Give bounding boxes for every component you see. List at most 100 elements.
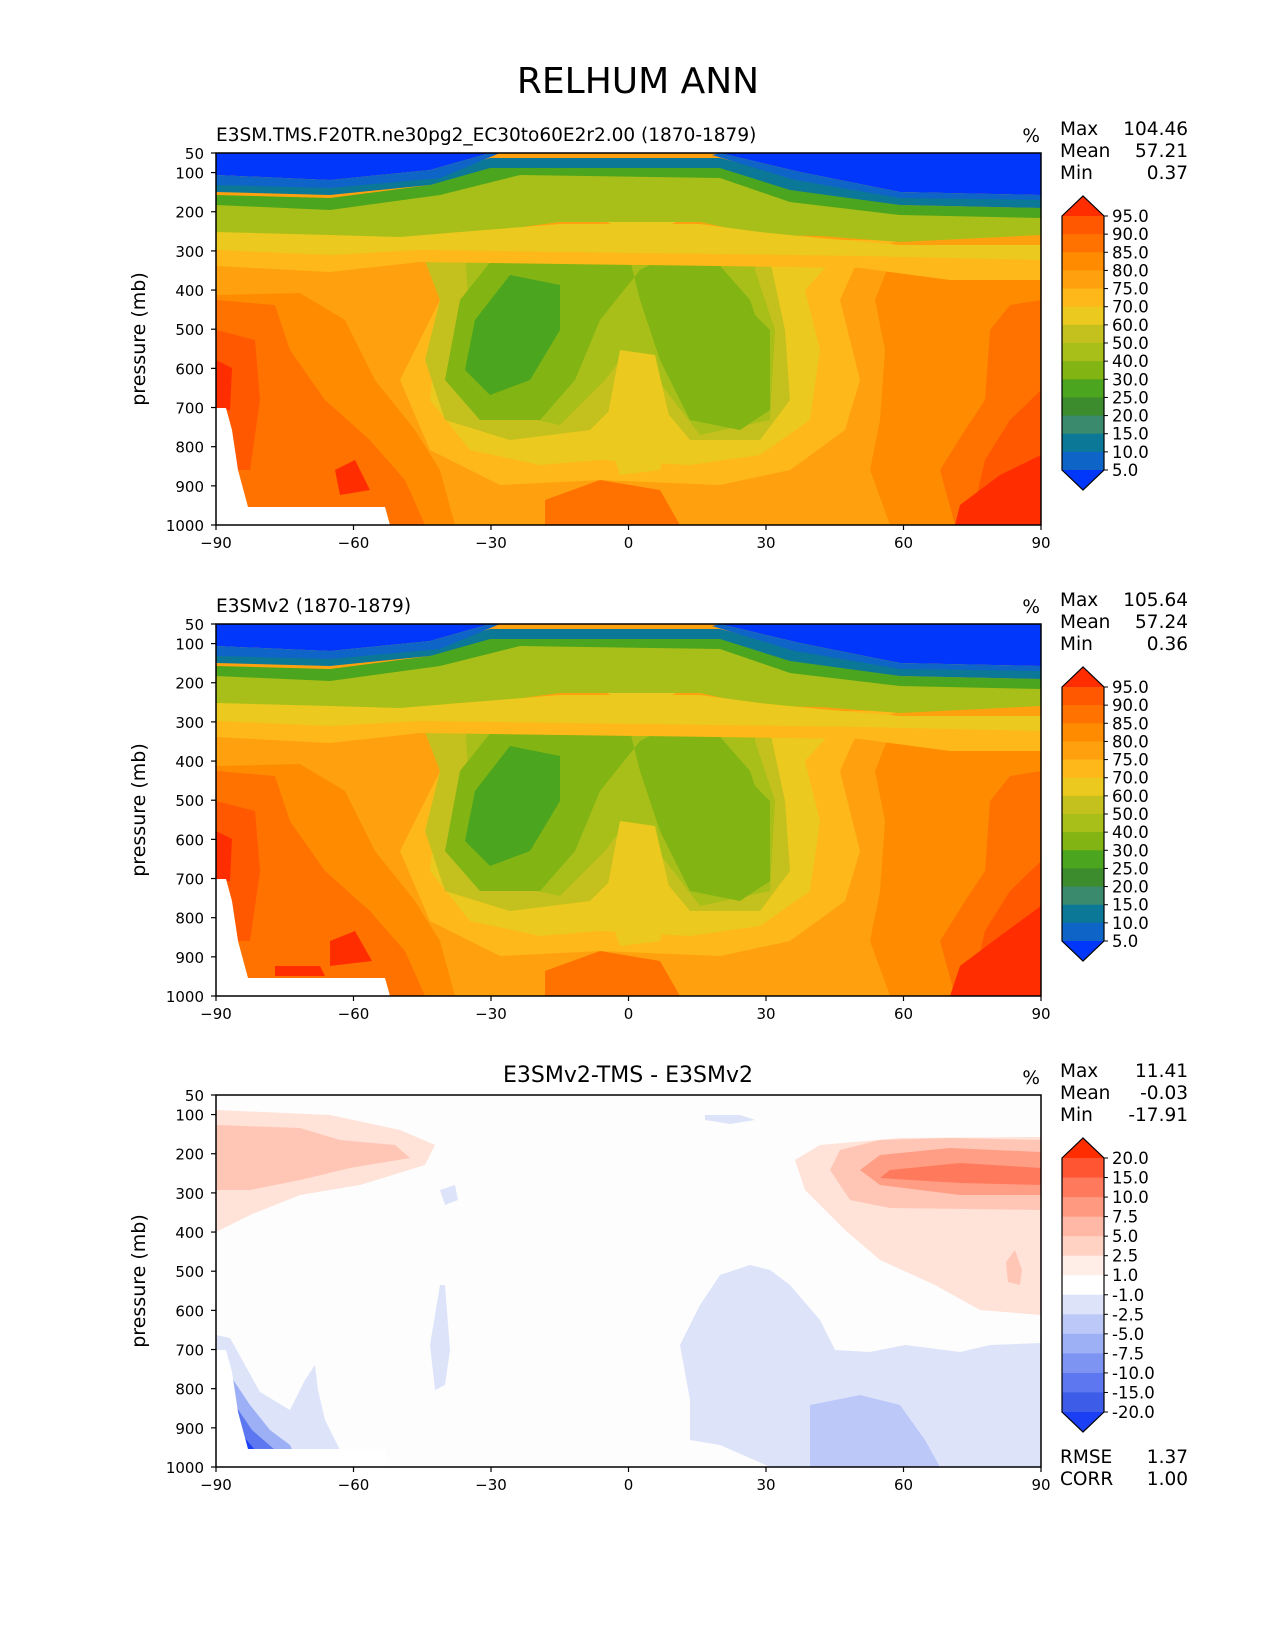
fill-band-10 bbox=[216, 153, 500, 188]
colorbar-swatch bbox=[1062, 904, 1104, 924]
colorbar-level-label: 85.0 bbox=[1112, 243, 1149, 262]
colorbar-swatch bbox=[1062, 343, 1104, 362]
fill-band-40 bbox=[216, 165, 1041, 242]
y-tick-label: 200 bbox=[175, 675, 204, 693]
stat-mean-value: 57.21 bbox=[1135, 141, 1188, 162]
colorbar: 20.015.010.07.55.02.51.0-1.0-2.5-5.0-7.5… bbox=[1061, 1137, 1155, 1433]
colorbar-level-label: 20.0 bbox=[1112, 407, 1149, 426]
colorbar-swatch bbox=[1062, 777, 1104, 797]
stat-max-value: 105.64 bbox=[1123, 590, 1188, 611]
fill-band-5 bbox=[1006, 1250, 1022, 1285]
colorbar-level-label: 7.5 bbox=[1112, 1208, 1138, 1227]
fill-band-30 bbox=[685, 255, 770, 400]
stat-corr-value: 1.00 bbox=[1147, 1469, 1188, 1490]
colorbar-swatch bbox=[1062, 451, 1104, 471]
stat-rmse-value: 1.37 bbox=[1147, 1447, 1188, 1468]
y-tick-label: 50 bbox=[185, 1087, 204, 1105]
y-tick-label: 700 bbox=[175, 400, 204, 418]
y-tick-label: 300 bbox=[175, 243, 204, 261]
y-tick-label: 100 bbox=[175, 636, 204, 654]
colorbar-swatch bbox=[1062, 795, 1104, 815]
y-tick-label: 200 bbox=[175, 204, 204, 222]
colorbar-extend-min bbox=[1062, 470, 1104, 490]
colorbar-swatch bbox=[1062, 379, 1104, 398]
stat-min-label: Min bbox=[1060, 634, 1093, 655]
y-tick-label: 400 bbox=[175, 753, 204, 771]
y-tick-label: 1000 bbox=[166, 1459, 204, 1477]
fill-band-85 bbox=[545, 951, 680, 996]
x-tick-label: 90 bbox=[1031, 1005, 1050, 1023]
fill-band-10 bbox=[712, 624, 1041, 671]
units-label: % bbox=[1022, 126, 1040, 147]
fill-band-40 bbox=[216, 636, 1041, 713]
fill-band-30 bbox=[685, 726, 770, 871]
fill-band-60-core bbox=[605, 821, 670, 946]
fill-band-25 bbox=[216, 636, 1041, 689]
y-tick-label: 100 bbox=[175, 165, 204, 183]
x-tick-label: 0 bbox=[624, 1476, 634, 1494]
stat-max-value: 104.46 bbox=[1123, 119, 1188, 140]
stat-max-value: 11.41 bbox=[1135, 1061, 1188, 1082]
colorbar-level-label: 80.0 bbox=[1112, 732, 1149, 751]
colorbar-swatch bbox=[1062, 759, 1104, 779]
colorbar-swatch bbox=[1062, 1314, 1104, 1335]
colorbar-level-label: 75.0 bbox=[1112, 280, 1149, 299]
colorbar-level-label: 10.0 bbox=[1112, 443, 1149, 462]
y-tick-label: 1000 bbox=[166, 517, 204, 535]
colorbar-swatch bbox=[1062, 850, 1104, 869]
colorbar-level-label: -7.5 bbox=[1112, 1344, 1144, 1363]
colorbar-level-label: 60.0 bbox=[1112, 787, 1149, 806]
y-tick-label: 600 bbox=[175, 1302, 204, 1320]
x-tick-label: −30 bbox=[475, 1476, 507, 1494]
fill-band-95 bbox=[950, 906, 1041, 996]
colorbar-level-label: 85.0 bbox=[1112, 714, 1149, 733]
panel-test: E3SM.TMS.F20TR.ne30pg2_EC30to60E2r2.00 (… bbox=[128, 119, 1188, 552]
y-tick-label: 500 bbox=[175, 321, 204, 339]
fill-band-minus-2.5 bbox=[1010, 1378, 1025, 1400]
x-axis: −90 −60 −30 0 30 60 90 bbox=[200, 525, 1051, 552]
y-tick-label: 900 bbox=[175, 478, 204, 496]
colorbar-level-label: 70.0 bbox=[1112, 769, 1149, 788]
y-axis-label: pressure (mb) bbox=[128, 743, 150, 877]
colorbar-swatch bbox=[1062, 1392, 1104, 1413]
fill-band-10 bbox=[880, 1163, 1041, 1185]
y-tick-label: 700 bbox=[175, 871, 204, 889]
fill-band-minus-2.5 bbox=[430, 1285, 450, 1390]
colorbar-level-label: -5.0 bbox=[1112, 1325, 1144, 1344]
x-tick-label: 0 bbox=[624, 534, 634, 552]
stat-mean-label: Mean bbox=[1060, 1083, 1110, 1104]
stat-max-label: Max bbox=[1060, 119, 1098, 140]
y-tick-label: 400 bbox=[175, 282, 204, 300]
colorbar-swatch bbox=[1062, 433, 1104, 453]
units-label: % bbox=[1022, 1068, 1040, 1089]
fill-band-95 bbox=[335, 460, 370, 495]
fill-band-95 bbox=[275, 966, 325, 976]
contour-field bbox=[216, 153, 1041, 525]
colorbar-swatch bbox=[1062, 741, 1104, 761]
x-tick-label: −60 bbox=[338, 534, 370, 552]
colorbar-level-label: 2.5 bbox=[1112, 1247, 1138, 1266]
x-tick-label: −90 bbox=[200, 1005, 232, 1023]
colorbar-level-label: 50.0 bbox=[1112, 334, 1149, 353]
x-tick-label: −90 bbox=[200, 534, 232, 552]
y-tick-label: 500 bbox=[175, 792, 204, 810]
y-tick-label: 600 bbox=[175, 831, 204, 849]
figure-title: RELHUM ANN bbox=[517, 61, 759, 102]
colorbar-swatch bbox=[1062, 1255, 1104, 1276]
colorbar-swatch bbox=[1062, 252, 1104, 271]
colorbar-swatch bbox=[1062, 1353, 1104, 1374]
colorbar-swatch bbox=[1062, 216, 1104, 235]
stat-max-label: Max bbox=[1060, 590, 1098, 611]
y-tick-label: 50 bbox=[185, 145, 204, 163]
colorbar-swatch bbox=[1062, 1333, 1104, 1354]
fill-band-95 bbox=[955, 455, 1041, 525]
colorbar-level-label: 15.0 bbox=[1112, 1169, 1149, 1188]
colorbar-swatch bbox=[1062, 1275, 1104, 1296]
y-tick-label: 800 bbox=[175, 1381, 204, 1399]
masked-terrain bbox=[216, 408, 390, 525]
colorbar-swatch bbox=[1062, 270, 1104, 290]
stat-max-label: Max bbox=[1060, 1061, 1098, 1082]
colorbar-extend-max bbox=[1062, 196, 1104, 216]
stats-box: Max 105.64 Mean 57.24 Min 0.36 bbox=[1060, 590, 1188, 655]
x-tick-label: −90 bbox=[200, 1476, 232, 1494]
